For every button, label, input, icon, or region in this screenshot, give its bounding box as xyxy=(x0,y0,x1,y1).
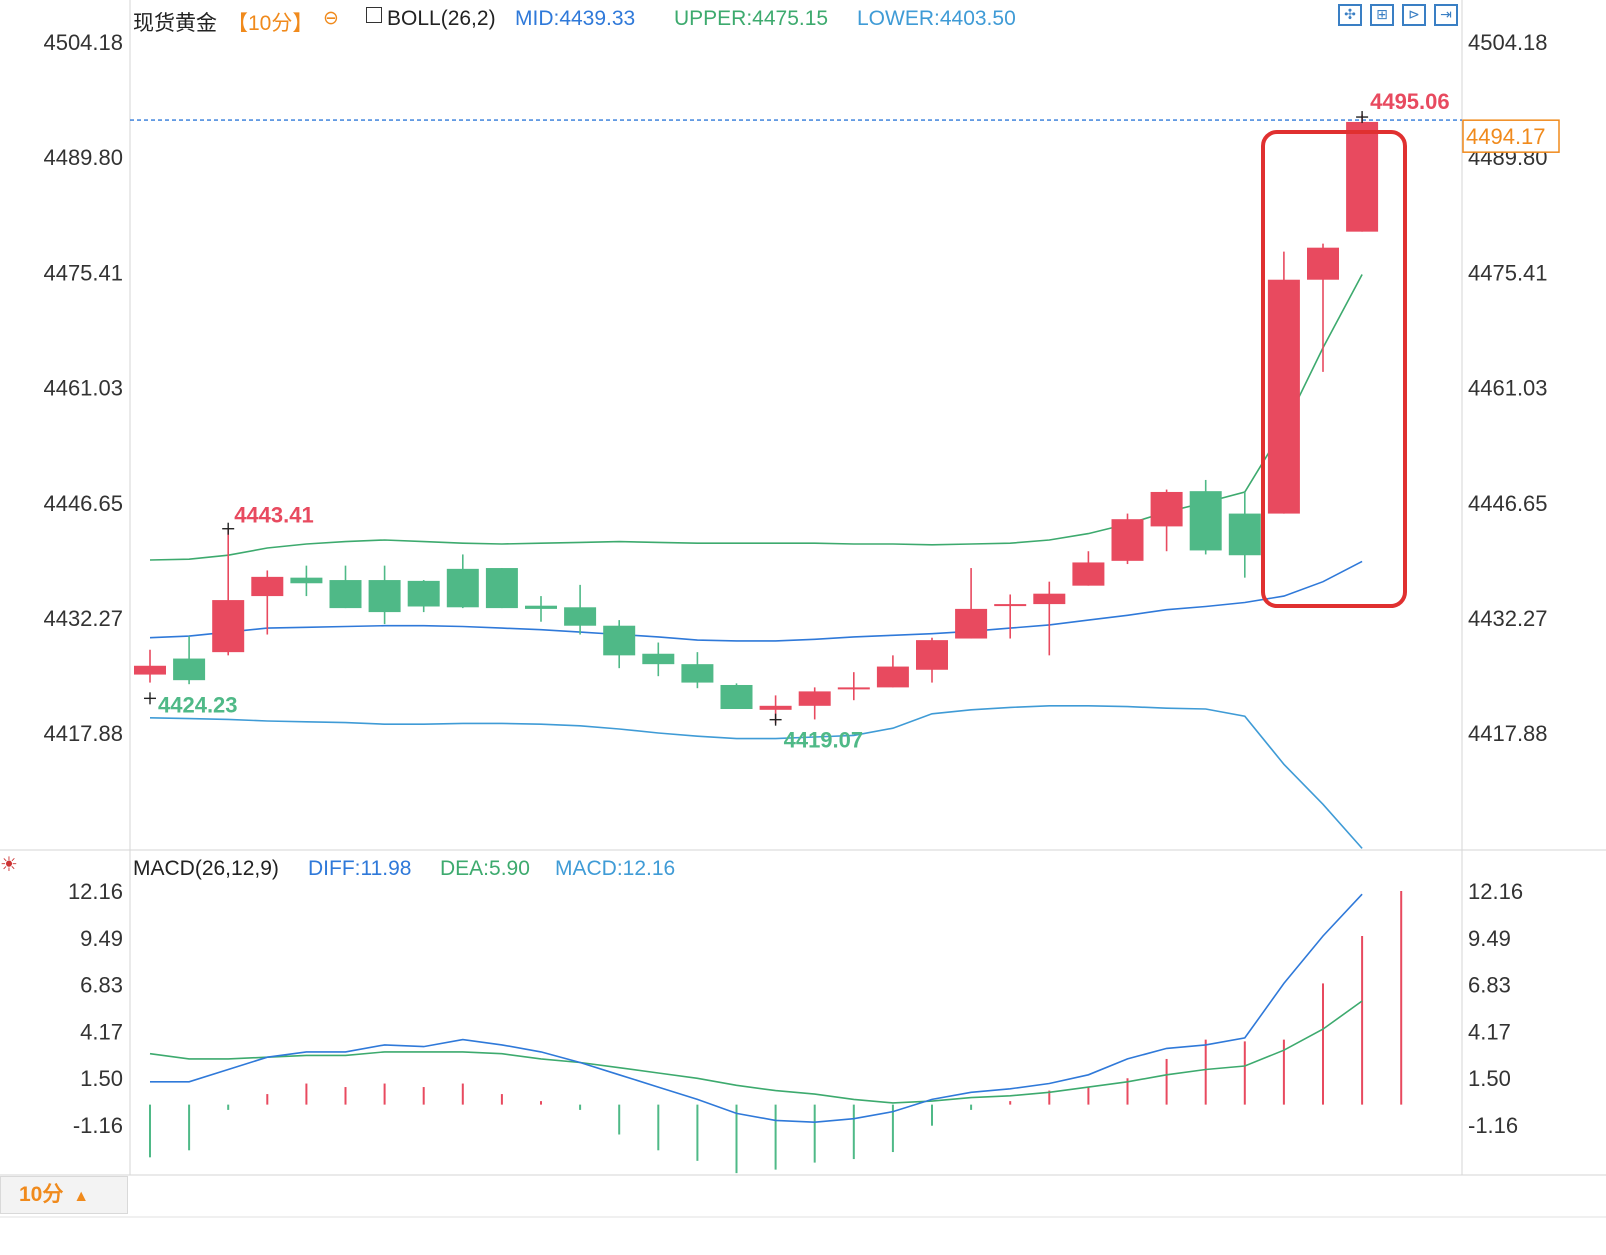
candle-down xyxy=(446,568,479,608)
macd-y-tick-left: 12.16 xyxy=(68,879,123,904)
macd-y-tick-left: 1.50 xyxy=(80,1066,123,1091)
candle-up xyxy=(1267,279,1300,514)
annotation-high-left: 4443.41 xyxy=(234,503,314,528)
candle-down xyxy=(720,684,753,710)
current-price-label: 4494.17 xyxy=(1466,124,1546,149)
macd-y-tick-left: 4.17 xyxy=(80,1019,123,1044)
exit-icon[interactable]: ⇥ xyxy=(1434,4,1458,26)
indicator-chart-icon[interactable] xyxy=(366,7,382,23)
candle-up xyxy=(1307,247,1339,280)
y-tick-label-right: 4446.65 xyxy=(1468,491,1548,516)
candle-up xyxy=(212,600,245,653)
boll-lower-line xyxy=(149,704,1363,849)
boll-mid-line xyxy=(149,560,1363,642)
crosshair-icon[interactable]: ✣ xyxy=(1338,4,1362,26)
boll-lower-value: LOWER:4403.50 xyxy=(857,7,1016,30)
candle-up xyxy=(837,687,870,690)
candle-down xyxy=(681,664,714,683)
macd-indicator-name[interactable]: MACD(26,12,9) xyxy=(133,857,279,880)
period-label[interactable]: 【10分】 xyxy=(227,12,314,35)
y-tick-label-right: 4432.27 xyxy=(1468,606,1548,631)
candle-down xyxy=(329,580,362,609)
annotation-high-last: 4495.06 xyxy=(1370,89,1450,114)
diff-line xyxy=(150,893,1363,1124)
candle-down xyxy=(407,580,440,607)
macd-y-tick-left: 9.49 xyxy=(80,926,123,951)
candle-down xyxy=(603,625,636,656)
candle-up xyxy=(1346,121,1379,232)
boll-upper-value: UPPER:4475.15 xyxy=(674,7,829,30)
y-tick-label-left: 4461.03 xyxy=(43,376,123,401)
candle-up xyxy=(955,608,988,639)
macd-diff-value: DIFF:11.98 xyxy=(308,857,412,880)
y-tick-label-left: 4504.18 xyxy=(43,30,123,55)
candle-down xyxy=(1189,491,1222,551)
candle-up xyxy=(1111,519,1144,561)
boll-indicator-name[interactable]: BOLL(26,2) xyxy=(387,7,496,30)
candle-down xyxy=(290,577,323,584)
macd-y-tick-left: -1.16 xyxy=(73,1113,123,1138)
candle-up xyxy=(1072,562,1105,586)
boll-mid-value: MID:4439.33 xyxy=(515,7,636,30)
candle-up xyxy=(916,640,948,670)
zoom-bars-icon[interactable]: ⊞ xyxy=(1370,4,1394,26)
annotation-low-left: 4424.23 xyxy=(158,692,238,717)
y-tick-label-right: 4504.18 xyxy=(1468,30,1548,55)
candle-down xyxy=(642,653,675,665)
macd-value: MACD:12.16 xyxy=(555,857,676,880)
candle-up xyxy=(876,666,909,688)
candle-up xyxy=(1033,593,1066,605)
y-tick-label-left: 4417.88 xyxy=(43,721,123,746)
annotation-low-mid: 4419.07 xyxy=(784,728,864,753)
y-tick-label-right: 4461.03 xyxy=(1468,376,1548,401)
period-tab-10min[interactable]: 10分 ▲ xyxy=(0,1176,128,1214)
macd-y-tick-right: 6.83 xyxy=(1468,973,1511,998)
macd-y-tick-right: 4.17 xyxy=(1468,1019,1511,1044)
y-tick-label-left: 4489.80 xyxy=(43,145,123,170)
candle-up xyxy=(759,705,792,710)
dea-line xyxy=(149,1000,1363,1104)
expand-arrow-icon: ▲ xyxy=(73,1188,90,1205)
candle-up xyxy=(134,665,166,675)
candle-down xyxy=(485,568,518,609)
macd-dea-value: DEA:5.90 xyxy=(440,857,530,880)
y-tick-label-right: 4417.88 xyxy=(1468,721,1548,746)
macd-y-tick-right: 1.50 xyxy=(1468,1066,1511,1091)
candle-down xyxy=(368,580,401,613)
y-tick-label-left: 4475.41 xyxy=(43,260,123,285)
y-tick-label-left: 4446.65 xyxy=(43,491,123,516)
macd-y-tick-right: 9.49 xyxy=(1468,926,1511,951)
macd-y-tick-right: 12.16 xyxy=(1468,879,1523,904)
period-tab-label: 10分 xyxy=(19,1183,64,1206)
macd-y-tick-right: -1.16 xyxy=(1468,1113,1518,1138)
candle-down xyxy=(1228,513,1261,556)
y-tick-label-left: 4432.27 xyxy=(43,606,123,631)
candle-down xyxy=(525,605,557,609)
macd-y-tick-left: 6.83 xyxy=(80,973,123,998)
current-price-box xyxy=(1462,119,1560,153)
candle-up xyxy=(798,691,831,706)
candle-down xyxy=(564,607,597,626)
candle-up xyxy=(1150,491,1183,527)
instrument-title: 现货黄金 xyxy=(133,12,217,35)
candle-up xyxy=(251,576,284,597)
y-tick-label-right: 4475.41 xyxy=(1468,260,1548,285)
candle-up xyxy=(994,604,1027,607)
period-settings-icon[interactable]: ⊖ xyxy=(323,7,339,29)
macd-settings-icon[interactable]: ☀ xyxy=(0,852,18,876)
step-icon[interactable]: ⊳ xyxy=(1402,4,1426,26)
candle-down xyxy=(173,658,206,681)
highlight-box xyxy=(1261,130,1407,608)
